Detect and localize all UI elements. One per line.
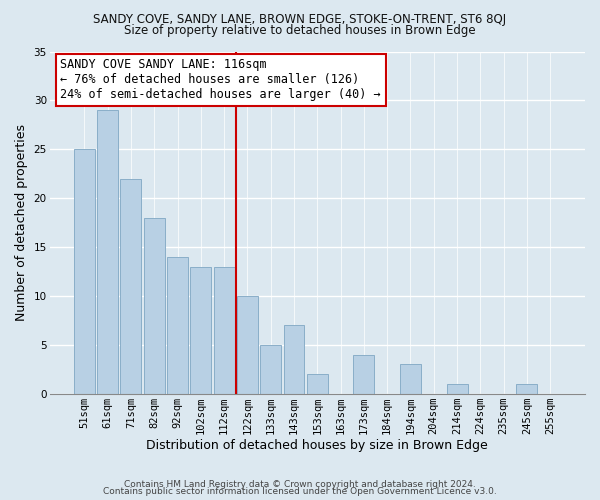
Bar xyxy=(400,364,421,394)
Text: Contains public sector information licensed under the Open Government Licence v3: Contains public sector information licen… xyxy=(103,487,497,496)
Bar xyxy=(237,296,258,394)
Text: Size of property relative to detached houses in Brown Edge: Size of property relative to detached ho… xyxy=(124,24,476,37)
Bar xyxy=(190,266,211,394)
Text: SANDY COVE SANDY LANE: 116sqm
← 76% of detached houses are smaller (126)
24% of : SANDY COVE SANDY LANE: 116sqm ← 76% of d… xyxy=(60,58,381,102)
Text: SANDY COVE, SANDY LANE, BROWN EDGE, STOKE-ON-TRENT, ST6 8QJ: SANDY COVE, SANDY LANE, BROWN EDGE, STOK… xyxy=(94,12,506,26)
Text: Contains HM Land Registry data © Crown copyright and database right 2024.: Contains HM Land Registry data © Crown c… xyxy=(124,480,476,489)
Bar xyxy=(74,150,95,394)
Bar xyxy=(144,218,165,394)
Bar xyxy=(284,325,304,394)
Y-axis label: Number of detached properties: Number of detached properties xyxy=(15,124,28,321)
Bar xyxy=(260,345,281,394)
Bar xyxy=(353,354,374,394)
X-axis label: Distribution of detached houses by size in Brown Edge: Distribution of detached houses by size … xyxy=(146,440,488,452)
Bar xyxy=(446,384,467,394)
Bar xyxy=(167,257,188,394)
Bar xyxy=(307,374,328,394)
Bar xyxy=(97,110,118,394)
Bar xyxy=(214,266,235,394)
Bar xyxy=(121,178,142,394)
Bar xyxy=(517,384,538,394)
